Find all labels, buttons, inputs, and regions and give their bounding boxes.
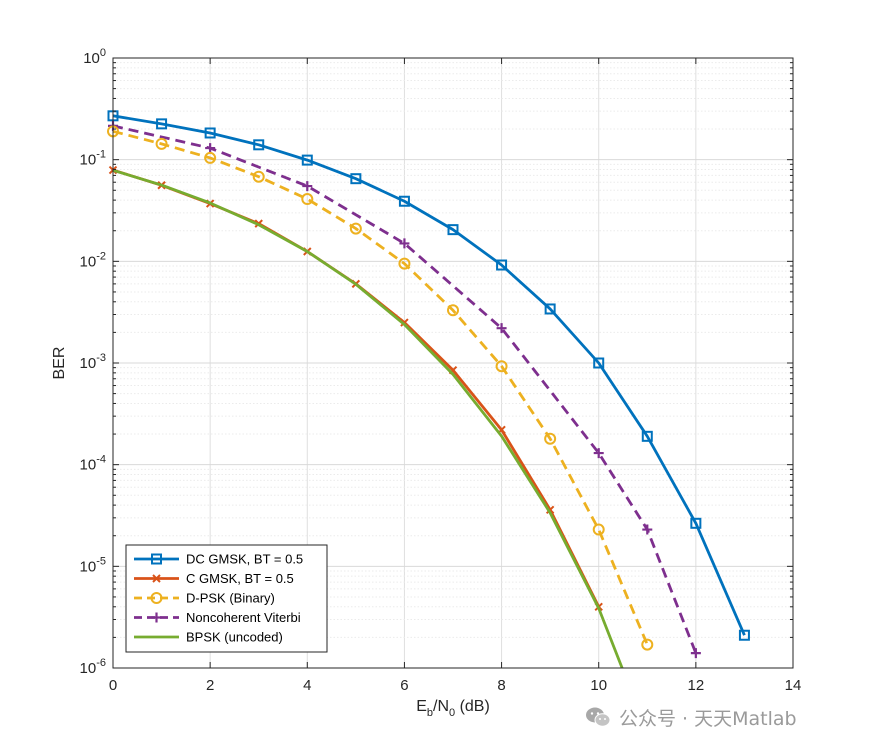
legend-entry: C GMSK, BT = 0.5 bbox=[134, 571, 294, 586]
legend-entry: BPSK (uncoded) bbox=[134, 630, 283, 645]
data-point bbox=[204, 151, 217, 164]
y-tick-label: 10-4 bbox=[80, 454, 106, 474]
x-tick-label: 8 bbox=[497, 677, 505, 694]
data-point bbox=[204, 127, 216, 139]
data-point bbox=[447, 224, 459, 236]
data-point bbox=[544, 303, 556, 315]
y-tick-label: 10-1 bbox=[80, 149, 106, 169]
data-point bbox=[301, 193, 314, 206]
y-tick-label: 10-5 bbox=[80, 555, 106, 575]
legend: DC GMSK, BT = 0.5 C GMSK, BT = 0.5 D-PSK (… bbox=[125, 544, 328, 653]
data-point bbox=[592, 523, 605, 536]
data-point bbox=[150, 592, 163, 604]
data-point bbox=[447, 304, 459, 317]
x-tick-label: 10 bbox=[590, 677, 607, 694]
data-point bbox=[152, 574, 161, 583]
data-point bbox=[350, 173, 362, 185]
data-point bbox=[253, 139, 265, 151]
data-point bbox=[349, 222, 362, 235]
y-tick-label: 10-2 bbox=[80, 250, 106, 270]
data-point bbox=[252, 170, 265, 183]
legend-entry: DC GMSK, BT = 0.5 bbox=[134, 552, 303, 567]
series-line bbox=[113, 168, 624, 668]
data-point bbox=[738, 629, 750, 641]
watermark: 公众号 · 天天Matlab bbox=[585, 702, 797, 732]
x-tick-label: 4 bbox=[303, 677, 311, 694]
data-point bbox=[151, 612, 162, 623]
data-point bbox=[496, 259, 508, 271]
series-4 bbox=[108, 120, 701, 659]
y-tick-labels: 100 10-1 10-2 10-3 10-4 10-5 10-6 bbox=[80, 47, 106, 677]
legend-label: D-PSK (Binary) bbox=[186, 591, 275, 606]
y-tick-label: 10-3 bbox=[80, 352, 106, 372]
series-line bbox=[113, 124, 698, 654]
tick-marks bbox=[112, 57, 794, 669]
x-tick-label: 0 bbox=[109, 677, 117, 694]
data-point bbox=[642, 524, 653, 535]
data-point bbox=[690, 517, 702, 529]
data-point bbox=[400, 318, 409, 327]
series-1 bbox=[107, 110, 750, 641]
series-line bbox=[113, 129, 649, 646]
x-tick-label: 14 bbox=[785, 677, 802, 694]
data-point bbox=[205, 143, 216, 154]
data-point bbox=[398, 257, 411, 270]
data-point bbox=[301, 154, 313, 166]
x-tick-label: 12 bbox=[688, 677, 705, 694]
data-point bbox=[641, 430, 653, 442]
data-point bbox=[593, 357, 605, 369]
data-point bbox=[641, 638, 654, 651]
data-point bbox=[156, 118, 168, 130]
series-group bbox=[107, 110, 750, 668]
data-point bbox=[495, 360, 508, 373]
y-tick-label: 10-6 bbox=[80, 657, 106, 677]
series-5 bbox=[113, 168, 624, 668]
legend-entry: D-PSK (Binary) bbox=[134, 591, 275, 606]
legend-entry: Noncoherent Viterbi bbox=[134, 610, 301, 625]
series-3 bbox=[107, 125, 654, 651]
data-point bbox=[302, 181, 313, 192]
series-line bbox=[113, 114, 746, 636]
data-point bbox=[151, 553, 162, 565]
legend-label: DC GMSK, BT = 0.5 bbox=[186, 552, 303, 567]
legend-label: Noncoherent Viterbi bbox=[186, 610, 301, 625]
data-point bbox=[399, 238, 410, 249]
data-point bbox=[398, 195, 410, 207]
x-tick-label: 2 bbox=[206, 677, 214, 694]
y-axis-label: BER bbox=[51, 347, 68, 380]
wechat-icon bbox=[586, 707, 611, 727]
data-point bbox=[593, 448, 604, 459]
data-point bbox=[496, 323, 507, 334]
y-tick-label: 100 bbox=[83, 47, 106, 67]
x-tick-label: 6 bbox=[400, 677, 408, 694]
legend-label: C GMSK, BT = 0.5 bbox=[186, 571, 294, 586]
data-point bbox=[544, 432, 557, 445]
data-point bbox=[690, 648, 701, 659]
watermark-text: 公众号 · 天天Matlab bbox=[619, 707, 797, 730]
x-axis-label: Eb/N0 (dB) bbox=[416, 698, 490, 719]
x-tick-labels: 0 2 4 6 8 10 12 14 bbox=[109, 677, 802, 694]
data-point bbox=[155, 137, 168, 150]
legend-label: BPSK (uncoded) bbox=[186, 630, 283, 645]
